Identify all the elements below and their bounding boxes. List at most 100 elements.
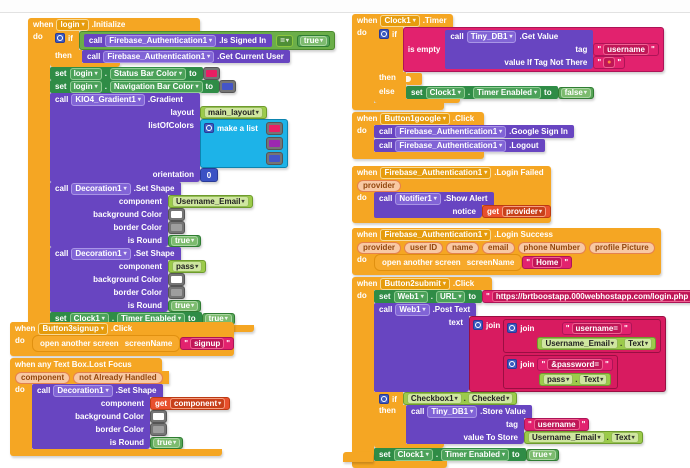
param-provider[interactable]: provider [357, 241, 402, 254]
partial-block[interactable] [343, 452, 373, 462]
param-not-already-handled[interactable]: not Already Handled [73, 371, 163, 384]
param-name[interactable]: name [446, 241, 480, 254]
block-logic-true[interactable]: true [168, 299, 202, 312]
block-open-another-screen[interactable]: open another screen screenName [374, 254, 523, 271]
if-header[interactable]: if [50, 31, 79, 50]
property-dropdown[interactable]: Checked [467, 393, 514, 404]
block-text-url[interactable]: https://brtboostapp.000webhostapp.com/lo… [482, 290, 690, 303]
event-header[interactable]: when Firebase_Authentication1 .Login Suc… [352, 228, 620, 241]
block-join-password[interactable]: join &password= pass . Text [503, 355, 618, 389]
component-dropdown[interactable]: Button3signup [38, 322, 108, 335]
text-input[interactable]: username= [571, 323, 622, 334]
block-call-set-shape-pass[interactable]: call Decoration1 .Set Shape component pa… [50, 247, 207, 312]
component-dropdown[interactable]: login [69, 80, 102, 93]
color-block-pink[interactable] [265, 122, 283, 135]
param-provider[interactable]: provider [357, 179, 402, 192]
text-input[interactable]: username [533, 419, 580, 430]
block-set-web-url[interactable]: set Web1 . URL to https://brtboostapp.00… [374, 290, 690, 303]
block-set-navigation-bar-color[interactable]: set login . Navigation Bar Color to [50, 80, 237, 93]
property-dropdown[interactable]: Text [624, 338, 653, 349]
component-dropdown[interactable]: Notifier1 [395, 192, 441, 205]
component-dropdown[interactable]: Decoration1 [53, 384, 113, 397]
component-dropdown[interactable]: Tiny_DB1 [427, 405, 478, 418]
block-set-timer-enabled-false[interactable]: set Clock1 . Timer Enabled to false [406, 86, 594, 99]
block-getter-username-email-text[interactable]: Username_Email . Text [524, 431, 643, 444]
block-when-button2submit-click[interactable]: when Button2submit .Click do set Web1 . … [352, 277, 690, 468]
block-when-clock1-timer[interactable]: when Clock1 .Timer do if is empty call T… [352, 14, 664, 110]
component-dropdown[interactable]: Firebase_Authentication1 [395, 125, 507, 138]
component-dropdown[interactable]: Web1 [393, 290, 428, 303]
color-block-blue[interactable] [219, 80, 237, 93]
text-input[interactable]: &password= [547, 359, 604, 370]
component-dropdown[interactable]: Firebase_Authentication1 [395, 139, 507, 152]
component-dropdown[interactable]: login [69, 67, 102, 80]
text-input[interactable]: signup [190, 338, 225, 349]
mutator-icon[interactable] [204, 123, 214, 133]
block-text-username[interactable]: username [593, 43, 659, 56]
block-get-component[interactable]: get component [150, 397, 231, 410]
block-text-empty[interactable]: ● [593, 56, 626, 69]
color-block-gray[interactable] [168, 286, 185, 299]
block-open-another-screen[interactable]: open another screen screenName [32, 335, 181, 352]
component-dropdown[interactable]: Clock1 [425, 86, 465, 99]
mutator-icon[interactable] [379, 394, 389, 404]
block-set-timer-enabled-true[interactable]: set Clock1 . Timer Enabled to true [374, 448, 559, 461]
if-header[interactable]: if [374, 392, 403, 405]
block-call-google-sign-in[interactable]: call Firebase_Authentication1 .Google Si… [374, 125, 574, 138]
mutator-icon[interactable] [379, 29, 389, 39]
block-call-set-shape-username[interactable]: call Decoration1 .Set Shape component Us… [50, 182, 253, 247]
block-logic-true[interactable]: true [296, 34, 331, 47]
block-call-set-shape-any[interactable]: call Decoration1 .Set Shape component ge… [32, 384, 231, 449]
block-call-gradient[interactable]: call KIO4_Gradient1 .Gradient layout mai… [50, 93, 288, 182]
component-dropdown[interactable]: login [56, 18, 89, 31]
block-when-any-textbox-lost-focus[interactable]: when any Text Box.Lost Focus component n… [10, 358, 231, 456]
block-call-get-value[interactable]: call Tiny_DB1 .Get Value tag username va… [445, 30, 659, 69]
component-dropdown[interactable]: Tiny_DB1 [466, 30, 517, 43]
block-text-password-param[interactable]: &password= [537, 358, 613, 371]
block-join-outer[interactable]: join join username= [469, 316, 667, 392]
event-header[interactable]: when Button1google .Click [352, 112, 484, 125]
component-dropdown[interactable]: Firebase_Authentication1 [380, 228, 492, 241]
param-email[interactable]: email [482, 241, 515, 254]
color-block-gray[interactable] [150, 423, 167, 436]
text-input[interactable]: Home [532, 257, 563, 268]
block-when-button3signup-click[interactable]: when Button3signup .Click do open anothe… [10, 322, 235, 356]
property-dropdown[interactable]: Navigation Bar Color [109, 80, 203, 93]
block-call-logout[interactable]: call Firebase_Authentication1 .Logout [374, 139, 545, 152]
block-join-username[interactable]: join username= Username_Email . Text [503, 319, 662, 353]
component-dropdown[interactable]: Username_Email [528, 432, 605, 443]
component-dropdown[interactable]: Clock1 [393, 448, 433, 461]
event-header[interactable]: when Button2submit .Click [352, 277, 492, 290]
block-get-provider[interactable]: get provider [482, 205, 552, 218]
event-header[interactable]: when Button3signup .Click [10, 322, 168, 335]
component-dropdown[interactable]: Checkbox1 [406, 393, 462, 404]
block-if-checkbox-checked[interactable]: if Checkbox1 . Checked then call Tiny_DB… [374, 392, 643, 448]
block-call-is-signed-in[interactable]: call Firebase_Authentication1 .Is Signed… [83, 34, 273, 47]
mutator-icon[interactable] [507, 359, 518, 369]
block-getter-pass-text[interactable]: pass . Text [538, 373, 612, 386]
block-when-login-failed[interactable]: when Firebase_Authentication1 .Login Fai… [352, 166, 552, 223]
block-getter-username-email-text[interactable]: Username_Email . Text [537, 337, 657, 350]
block-when-button1google-click[interactable]: when Button1google .Click do call Fireba… [352, 112, 574, 159]
block-logic-true[interactable]: true [525, 448, 559, 461]
block-logic-false[interactable]: false [557, 86, 594, 99]
component-dropdown[interactable]: Button2submit [380, 277, 450, 290]
event-header[interactable]: when Firebase_Authentication1 .Login Fai… [352, 166, 550, 179]
block-component-main-layout[interactable]: main_layout [200, 106, 267, 119]
property-dropdown[interactable]: URL [436, 290, 466, 303]
block-call-store-value[interactable]: call Tiny_DB1 .Store Value tag username … [406, 405, 643, 444]
component-dropdown[interactable]: Firebase_Authentication1 [103, 50, 215, 63]
block-is-empty[interactable]: is empty call Tiny_DB1 .Get Value tag us… [402, 27, 664, 72]
color-block-white[interactable] [168, 208, 185, 221]
component-dropdown[interactable]: Decoration1 [71, 247, 131, 260]
block-getter-checkbox-checked[interactable]: Checkbox1 . Checked [402, 392, 518, 405]
block-call-post-text[interactable]: call Web1 .Post Text text join [374, 303, 667, 392]
if-header[interactable]: if [374, 27, 403, 72]
block-when-login-initialize[interactable]: when login .Initialize do if call Fireba… [28, 18, 336, 332]
event-header[interactable]: when Clock1 .Timer [352, 14, 453, 27]
block-call-show-alert[interactable]: call Notifier1 .Show Alert notice get pr… [374, 192, 552, 218]
event-header[interactable]: when login .Initialize [28, 18, 200, 31]
color-block-white[interactable] [150, 410, 167, 423]
block-if-signed-in[interactable]: if call Firebase_Authentication1 .Is Sig… [50, 31, 336, 67]
block-text-username[interactable]: username [524, 418, 590, 431]
